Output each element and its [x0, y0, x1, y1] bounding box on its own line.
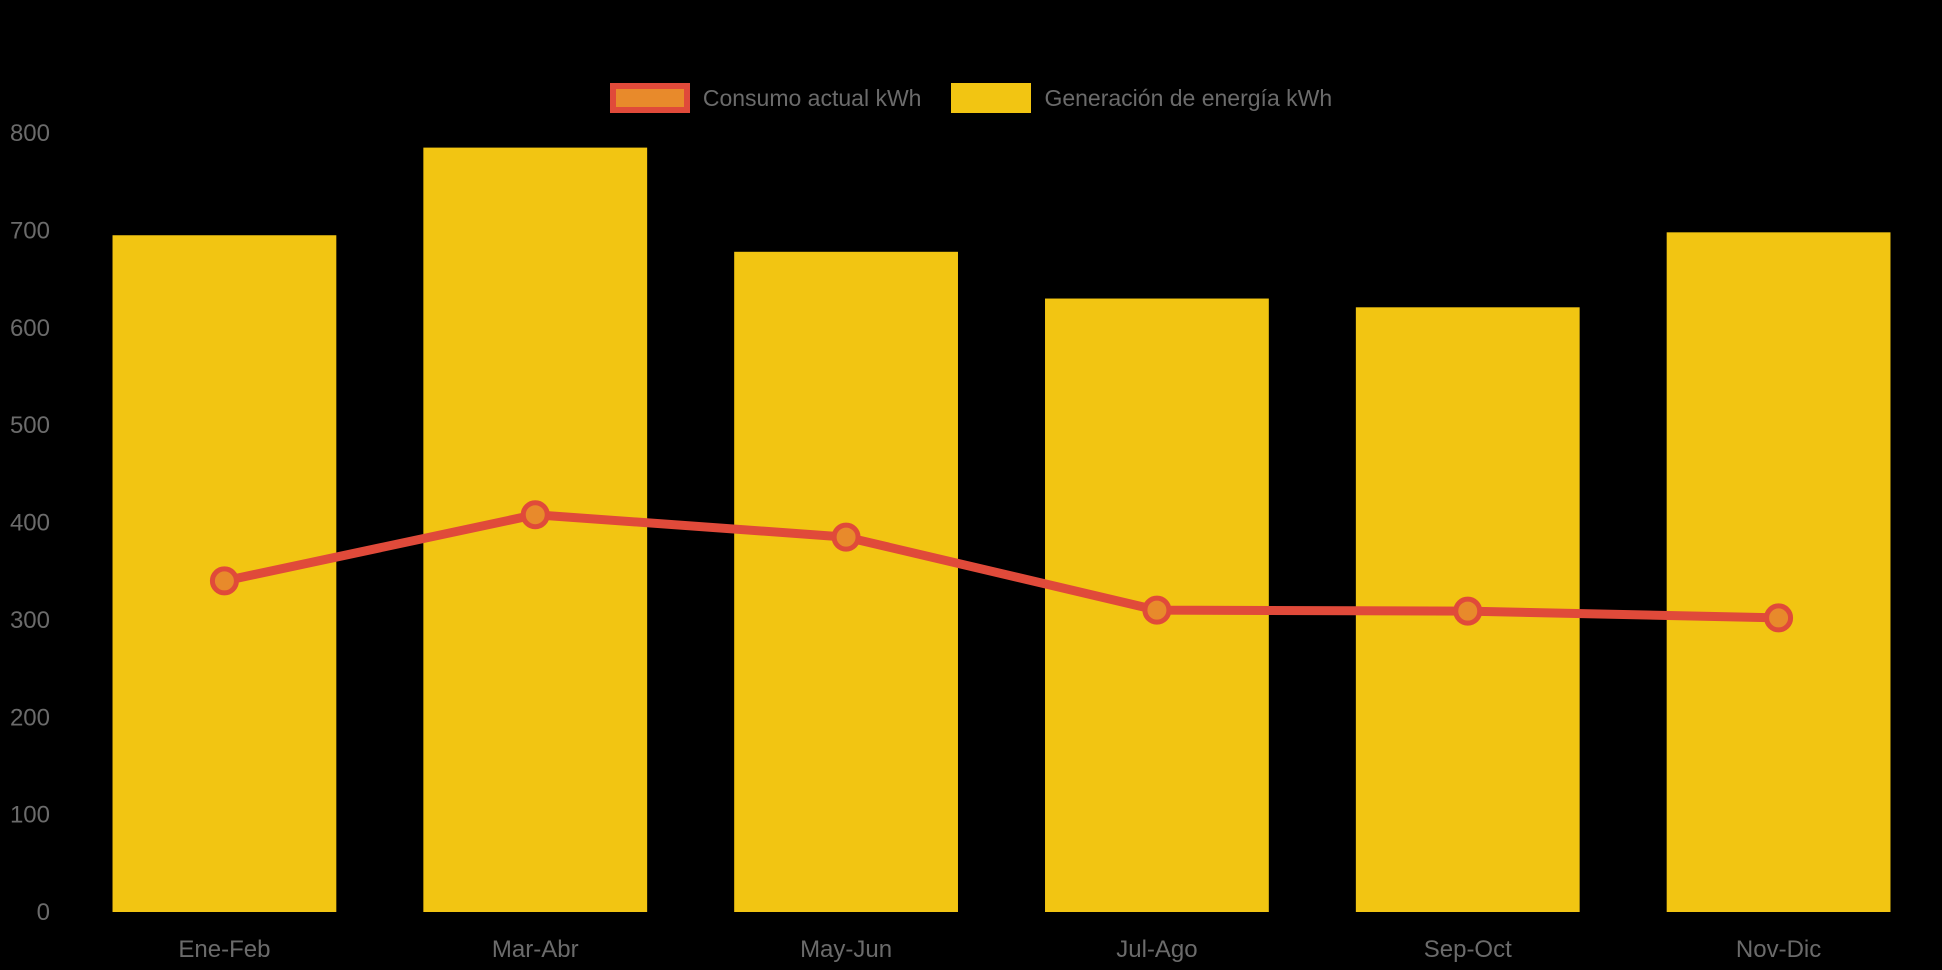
y-tick-label: 400 — [10, 510, 50, 537]
x-axis-label-jul-ago: Jul-Ago — [1116, 936, 1197, 963]
bar-may-jun[interactable] — [734, 251, 958, 913]
y-tick-label: 0 — [37, 899, 50, 926]
x-axis-label-may-jun: May-Jun — [800, 936, 892, 963]
data-point-ene-feb[interactable] — [209, 566, 239, 596]
bar-nov-dic[interactable] — [1666, 232, 1891, 912]
legend-item-generacion[interactable]: Generación de energía kWh — [951, 83, 1332, 113]
data-point-may-jun[interactable] — [831, 522, 861, 552]
legend-label-consumo: Consumo actual kWh — [702, 85, 922, 111]
x-axis-label-nov-dic: Nov-Dic — [1736, 936, 1821, 963]
y-tick-label: 500 — [10, 412, 50, 439]
x-axis-label-sep-oct: Sep-Oct — [1424, 936, 1512, 963]
x-axis-label-ene-feb: Ene-Feb — [178, 936, 270, 963]
y-tick-label: 200 — [10, 704, 50, 731]
data-point-mar-abr[interactable] — [520, 500, 550, 530]
y-tick-label: 100 — [10, 802, 50, 829]
data-point-jul-ago[interactable] — [1142, 595, 1172, 625]
chart-legend: Consumo actual kWh Generación de energía… — [0, 83, 1942, 113]
y-tick-label: 700 — [10, 217, 50, 244]
y-tick-label: 800 — [10, 120, 50, 147]
legend-swatch-generacion-icon — [951, 83, 1032, 113]
x-axis-label-mar-abr: Mar-Abr — [492, 936, 579, 963]
data-point-sep-oct[interactable] — [1453, 596, 1483, 626]
y-tick-label: 600 — [10, 315, 50, 342]
data-point-nov-dic[interactable] — [1764, 603, 1794, 633]
y-tick-label: 300 — [10, 607, 50, 634]
consumption-line — [219, 510, 1784, 623]
legend-label-generacion: Generación de energía kWh — [1044, 85, 1333, 111]
legend-item-consumo[interactable]: Consumo actual kWh — [609, 83, 922, 113]
legend-swatch-consumo-icon — [609, 83, 690, 113]
